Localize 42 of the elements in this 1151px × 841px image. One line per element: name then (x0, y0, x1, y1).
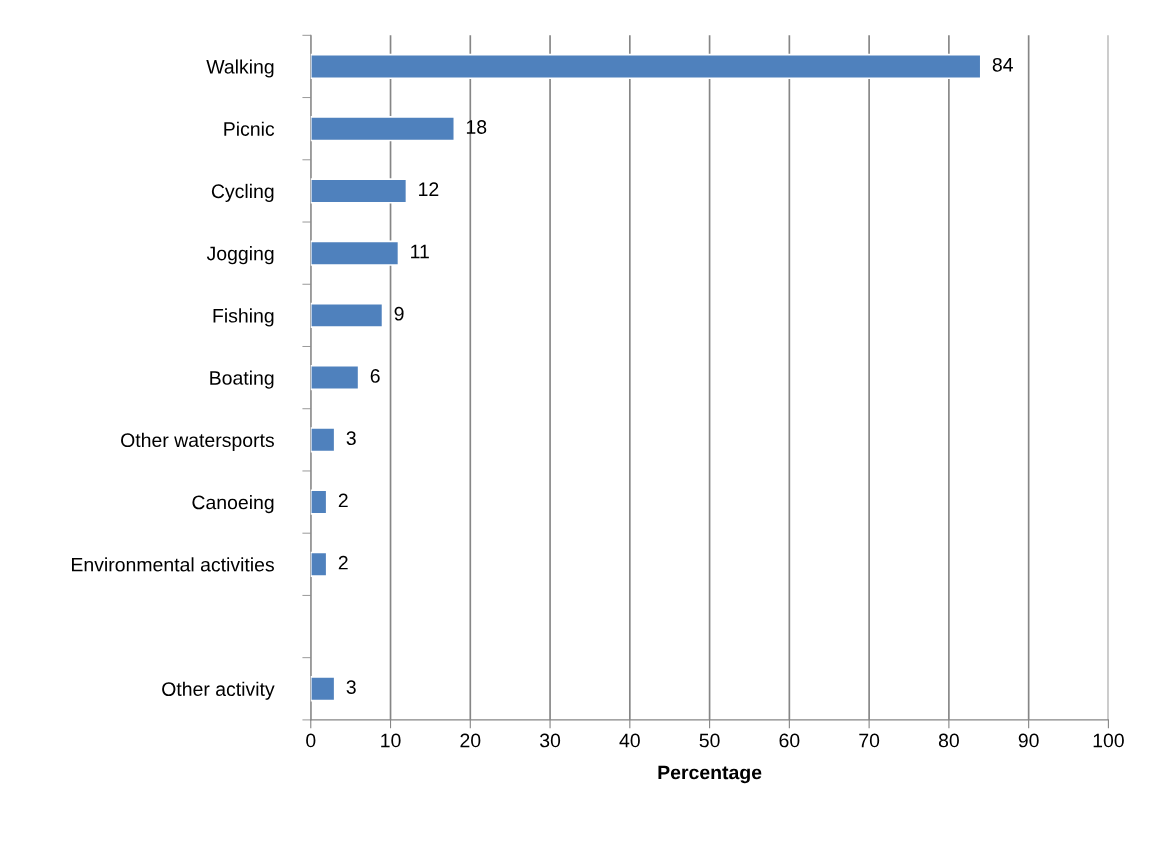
y-tick-label: Canoeing (192, 495, 274, 514)
y-tick-label: Cycling (211, 183, 274, 202)
data-label: 3 (346, 680, 356, 694)
bar (310, 489, 328, 515)
data-label: 3 (346, 431, 356, 446)
bar (310, 676, 336, 702)
y-tick-label: Walking (206, 59, 274, 78)
x-tick-label: 100 (1093, 733, 1124, 748)
x-tick-label: 0 (306, 733, 316, 748)
x-tick-label: 40 (619, 733, 640, 748)
data-label: 11 (411, 244, 429, 259)
bar (310, 302, 384, 329)
y-tick-label: Jogging (206, 246, 274, 265)
bar (310, 364, 360, 391)
x-tick-label: 50 (699, 733, 720, 748)
data-label: 18 (466, 120, 487, 134)
data-label: 2 (338, 555, 348, 570)
bar (310, 178, 408, 204)
x-tick-label: 60 (779, 733, 800, 748)
data-label: 2 (338, 493, 348, 508)
data-label: 9 (394, 306, 404, 321)
bar (310, 53, 982, 80)
x-tick-label: 90 (1018, 733, 1039, 748)
y-tick-label: Fishing (213, 308, 274, 327)
y-tick-label: Picnic (224, 121, 275, 136)
bar (310, 240, 400, 266)
x-tick-label: 30 (539, 733, 561, 748)
x-axis-title: Percentage (658, 765, 762, 784)
x-tick-label: 80 (938, 733, 959, 748)
x-tick-label: 70 (859, 733, 880, 748)
y-tick-label: Other activity (162, 681, 275, 700)
bar (310, 551, 328, 577)
y-tick-label: Boating (210, 370, 274, 389)
data-label: 6 (370, 369, 380, 383)
data-label: 84 (992, 57, 1013, 72)
x-tick-label: 10 (381, 733, 401, 748)
bar (310, 427, 336, 453)
bar (310, 116, 456, 142)
y-tick-label: Environmental activities (72, 557, 274, 572)
x-tick-label: 20 (460, 733, 481, 748)
y-tick-label: Other watersports (121, 432, 274, 451)
data-label: 12 (419, 182, 439, 196)
